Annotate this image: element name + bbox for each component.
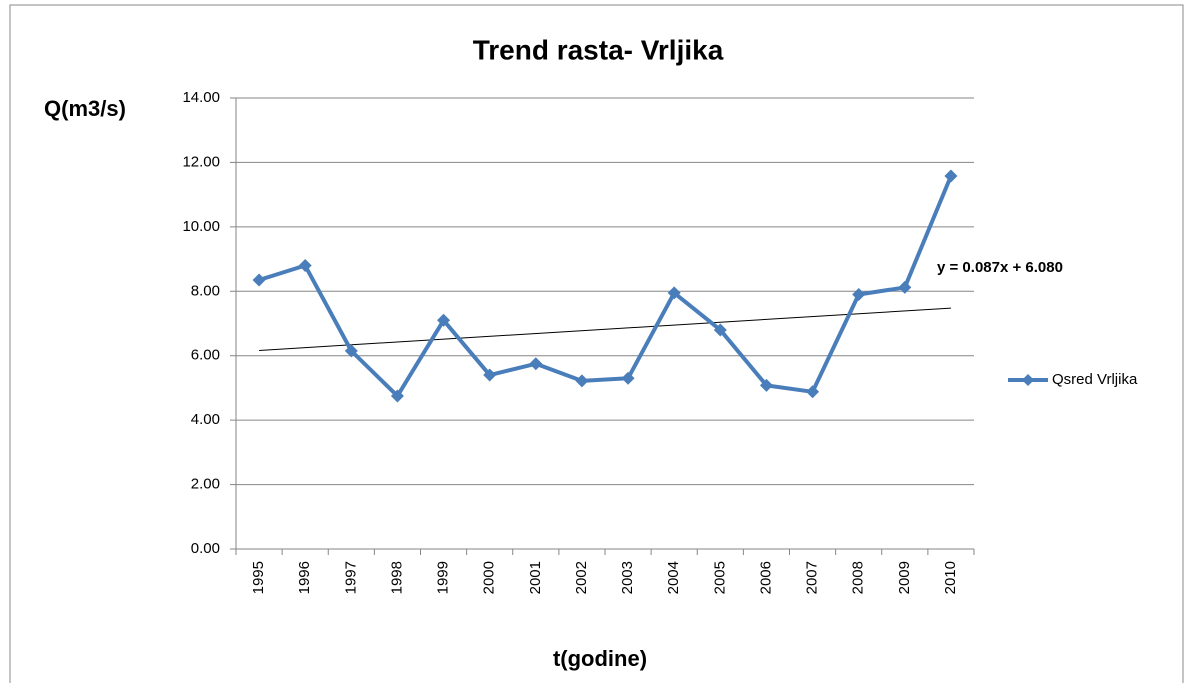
x-axis-title: t(godine) <box>553 646 647 671</box>
x-tick-label: 2006 <box>757 561 774 594</box>
marker <box>344 344 358 358</box>
marker <box>252 273 266 287</box>
x-tick-label: 1995 <box>250 561 267 594</box>
marker <box>437 313 451 327</box>
chart-title: Trend rasta- Vrljika <box>473 34 724 65</box>
y-tick-label: 2.00 <box>191 476 220 493</box>
marker <box>575 374 589 388</box>
x-tick-label: 2010 <box>942 561 959 594</box>
x-tick-label: 2005 <box>711 561 728 594</box>
trend-equation: y = 0.087x + 6.080 <box>937 259 1063 276</box>
legend-label: Qsred Vrljika <box>1052 371 1138 388</box>
marker <box>806 385 820 399</box>
legend-marker <box>1022 374 1034 386</box>
y-axis-title: Q(m3/s) <box>44 96 126 121</box>
x-tick-label: 2007 <box>804 561 821 594</box>
x-tick-label: 1997 <box>342 561 359 594</box>
y-tick-label: 10.00 <box>182 218 220 235</box>
x-tick-label: 2002 <box>573 561 590 594</box>
y-tick-label: 14.00 <box>182 89 220 106</box>
x-tick-label: 1999 <box>435 561 452 594</box>
marker <box>944 169 958 183</box>
marker <box>759 378 773 392</box>
x-tick-label: 2003 <box>619 561 636 594</box>
y-tick-label: 8.00 <box>191 282 220 299</box>
trend-line <box>259 307 951 351</box>
marker <box>667 286 681 300</box>
x-tick-label: 2001 <box>527 561 544 594</box>
marker <box>713 323 727 337</box>
x-tick-label: 2004 <box>665 561 682 594</box>
x-tick-label: 2000 <box>481 561 498 594</box>
x-tick-label: 1996 <box>296 561 313 594</box>
y-tick-label: 0.00 <box>191 540 220 557</box>
marker <box>483 368 497 382</box>
x-tick-label: 1998 <box>388 561 405 594</box>
marker <box>529 357 543 371</box>
y-tick-label: 4.00 <box>191 411 220 428</box>
marker <box>852 288 866 302</box>
marker <box>898 280 912 294</box>
y-tick-label: 6.00 <box>191 347 220 364</box>
x-tick-label: 2009 <box>896 561 913 594</box>
series-line <box>258 175 953 398</box>
marker <box>621 371 635 385</box>
y-tick-label: 12.00 <box>182 153 220 170</box>
x-tick-label: 2008 <box>850 561 867 594</box>
marker <box>390 389 404 403</box>
chart-border <box>9 4 1184 683</box>
marker <box>298 259 312 273</box>
